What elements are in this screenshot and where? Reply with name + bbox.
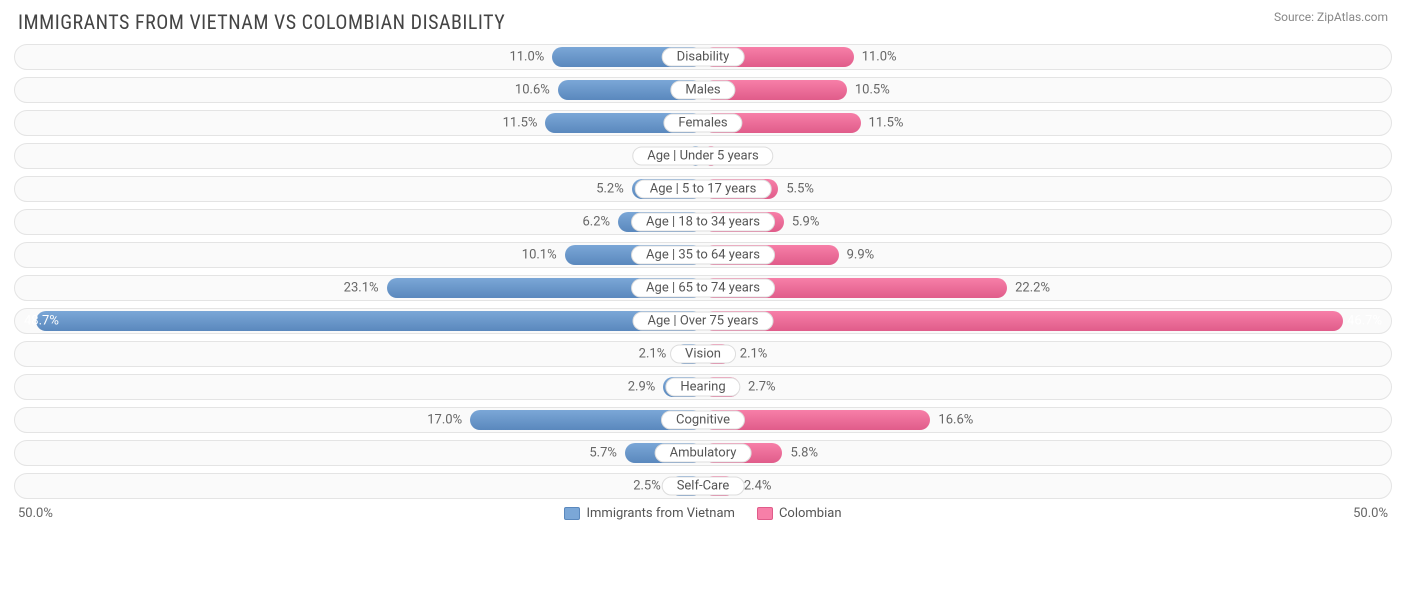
row-label: Age | Over 75 years [633, 312, 774, 331]
chart-row: 5.7% 5.8% Ambulatory [14, 440, 1392, 466]
bar-left [36, 311, 703, 331]
value-left: 5.7% [589, 446, 617, 461]
value-right: 2.7% [748, 380, 776, 395]
value-left: 23.1% [344, 281, 379, 296]
row-label: Age | 65 to 74 years [631, 279, 775, 298]
value-left: 2.5% [633, 479, 661, 494]
legend-row: 50.0% Immigrants from Vietnam Colombian … [0, 506, 1406, 521]
chart-row: 1.1%1.2%Age | Under 5 years [14, 143, 1392, 169]
chart-row: 6.2% 5.9% Age | 18 to 34 years [14, 209, 1392, 235]
value-right: 46.7% [1347, 314, 1382, 329]
value-left: 6.2% [583, 215, 611, 230]
chart-title: IMMIGRANTS FROM VIETNAM VS COLOMBIAN DIS… [18, 10, 505, 34]
value-right: 11.5% [869, 116, 904, 131]
chart-row: 10.1% 9.9% Age | 35 to 64 years [14, 242, 1392, 268]
value-right: 2.1% [740, 347, 768, 362]
row-label: Males [670, 81, 735, 100]
row-label: Self-Care [662, 477, 745, 496]
chart-row: 48.7% 46.7% Age | Over 75 years [14, 308, 1392, 334]
chart-row: 11.5% 11.5% Females [14, 110, 1392, 136]
legend-swatch-right [757, 507, 773, 520]
row-label: Cognitive [661, 411, 745, 430]
value-left: 17.0% [427, 413, 462, 428]
legend-item-left: Immigrants from Vietnam [564, 506, 734, 521]
chart-row: 17.0% 16.6% Cognitive [14, 407, 1392, 433]
row-label: Age | 35 to 64 years [631, 246, 775, 265]
value-right: 5.5% [786, 182, 814, 197]
chart-header: IMMIGRANTS FROM VIETNAM VS COLOMBIAN DIS… [0, 0, 1406, 40]
axis-max-left: 50.0% [18, 506, 53, 521]
value-right: 5.8% [790, 446, 818, 461]
value-right: 22.2% [1015, 281, 1050, 296]
value-left: 11.0% [509, 50, 544, 65]
row-label: Females [663, 114, 742, 133]
chart-area: 11.0% 11.0% Disability 10.6% 10.5% Males 11.5%… [0, 40, 1406, 499]
axis-max-right: 50.0% [1353, 506, 1388, 521]
row-label: Age | Under 5 years [632, 147, 773, 166]
value-right: 5.9% [792, 215, 820, 230]
legend-label-left: Immigrants from Vietnam [586, 506, 734, 521]
chart-row: 2.5% 2.4%Self-Care [14, 473, 1392, 499]
value-left: 5.2% [596, 182, 624, 197]
legend-label-right: Colombian [779, 506, 842, 521]
chart-row: 23.1% 22.2% Age | 65 to 74 years [14, 275, 1392, 301]
value-right: 11.0% [862, 50, 897, 65]
row-label: Ambulatory [655, 444, 752, 463]
chart-row: 2.9% 2.7% Hearing [14, 374, 1392, 400]
value-left: 2.1% [639, 347, 667, 362]
legend: Immigrants from Vietnam Colombian [564, 506, 841, 521]
chart-row: 10.6% 10.5% Males [14, 77, 1392, 103]
chart-row: 11.0% 11.0% Disability [14, 44, 1392, 70]
value-left: 10.1% [522, 248, 557, 263]
value-left: 48.7% [24, 314, 59, 329]
row-label: Age | 18 to 34 years [631, 213, 775, 232]
value-right: 2.4% [744, 479, 772, 494]
bar-right [703, 311, 1343, 331]
value-left: 10.6% [515, 83, 550, 98]
chart-source: Source: ZipAtlas.com [1274, 10, 1388, 24]
value-right: 10.5% [855, 83, 890, 98]
row-label: Age | 5 to 17 years [635, 180, 772, 199]
row-label: Hearing [665, 378, 740, 397]
value-right: 9.9% [847, 248, 875, 263]
value-left: 2.9% [628, 380, 656, 395]
row-label: Vision [670, 345, 736, 364]
chart-row: 2.1%2.1%Vision [14, 341, 1392, 367]
legend-swatch-left [564, 507, 580, 520]
chart-row: 5.2% 5.5% Age | 5 to 17 years [14, 176, 1392, 202]
row-label: Disability [662, 48, 745, 67]
legend-item-right: Colombian [757, 506, 842, 521]
value-right: 16.6% [938, 413, 973, 428]
value-left: 11.5% [503, 116, 538, 131]
